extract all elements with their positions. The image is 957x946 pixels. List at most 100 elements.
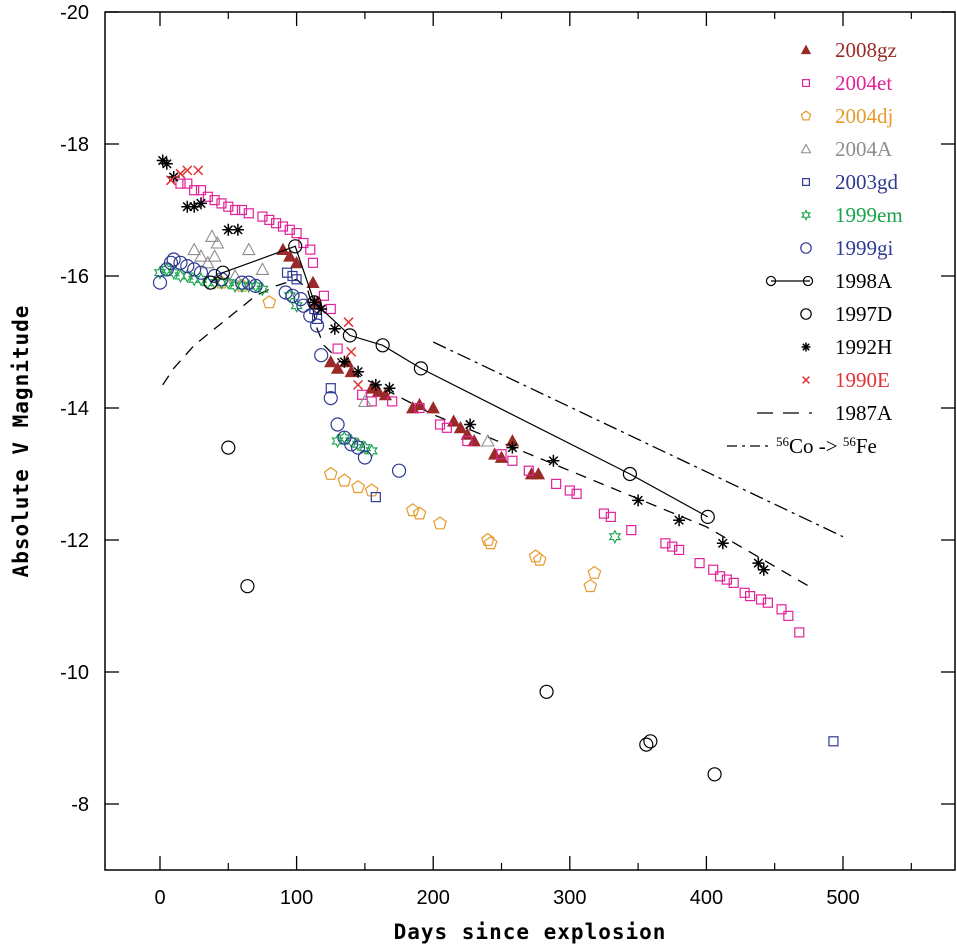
- legend-swatch: [802, 376, 810, 384]
- legend-label: 1999em: [835, 203, 903, 227]
- data-point: [315, 303, 328, 315]
- data-point: [338, 355, 351, 368]
- data-point: [193, 165, 204, 176]
- data-point: [175, 178, 186, 189]
- data-point: [494, 450, 509, 463]
- data-point: [547, 454, 560, 467]
- data-point: [284, 224, 295, 235]
- series-2004et: [175, 178, 805, 638]
- data-point: [187, 242, 202, 256]
- data-point: [375, 338, 390, 353]
- data-point: [298, 237, 309, 249]
- data-point: [318, 290, 330, 301]
- data-point: [216, 198, 227, 209]
- y-tick-label: -8: [71, 794, 89, 816]
- data-point: [414, 402, 425, 414]
- data-point: [303, 308, 318, 323]
- data-point: [328, 322, 341, 335]
- data-point: [342, 328, 357, 343]
- legend-swatch: [802, 79, 810, 87]
- data-point: [222, 223, 235, 236]
- data-point: [262, 295, 277, 309]
- data-point: [728, 577, 739, 589]
- y-tick-label: -20: [60, 2, 89, 24]
- data-point: [188, 200, 201, 213]
- legend-swatch: [801, 342, 811, 352]
- data-point: [332, 343, 343, 354]
- data-point: [480, 532, 495, 546]
- reference-line: [162, 278, 810, 587]
- legend-swatch-marker: [802, 275, 814, 287]
- data-point: [243, 208, 254, 219]
- legend-label: 1992H: [835, 335, 892, 359]
- data-point: [195, 197, 207, 210]
- data-point: [507, 455, 518, 466]
- data-point: [187, 262, 202, 277]
- series-1990E: [165, 165, 364, 390]
- data-point: [551, 478, 562, 489]
- data-point: [189, 185, 200, 196]
- data-point: [762, 597, 773, 608]
- data-point: [405, 503, 420, 517]
- data-point: [752, 557, 765, 570]
- series-1998A: [203, 239, 715, 525]
- data-point: [745, 590, 756, 602]
- reference-line: [432, 341, 844, 538]
- data-point: [182, 165, 193, 176]
- data-point: [165, 175, 176, 186]
- legend: 2008gz 2004et 2004dj 2004A 2003gd 1999em 1999g…: [727, 38, 903, 458]
- data-point: [673, 514, 686, 527]
- data-point: [195, 185, 207, 196]
- legend-label: 56Co -> 56Fe: [776, 434, 877, 458]
- legend-swatch: [800, 143, 812, 154]
- y-tick-label: -14: [60, 398, 89, 420]
- data-point: [783, 610, 794, 622]
- data-point: [306, 275, 320, 289]
- data-point: [622, 466, 638, 482]
- data-point: [598, 508, 610, 519]
- data-point: [180, 259, 195, 274]
- data-point: [293, 292, 308, 307]
- data-point: [357, 389, 368, 400]
- x-tick-label: 100: [280, 887, 313, 909]
- data-point: [209, 195, 220, 206]
- data-point: [221, 440, 236, 455]
- data-point: [632, 494, 645, 507]
- data-point: [194, 249, 208, 262]
- data-point: [643, 734, 658, 749]
- data-point: [344, 437, 359, 452]
- data-point: [223, 201, 234, 212]
- data-point: [353, 379, 364, 390]
- y-axis-title: Absolute V Magnitude: [9, 305, 33, 578]
- legend-label: 1990E: [835, 368, 890, 392]
- series-1999gi: [152, 252, 407, 478]
- data-point: [605, 511, 616, 523]
- data-point: [278, 285, 293, 300]
- legend-label: 1999gi: [835, 236, 894, 260]
- data-point: [325, 303, 336, 315]
- y-tick-label: -12: [60, 530, 89, 552]
- data-point: [230, 204, 241, 216]
- x-tick-label: 500: [826, 887, 859, 909]
- x-tick-label: 400: [690, 887, 723, 909]
- legend-swatch-marker: [765, 275, 777, 287]
- data-point: [153, 265, 167, 280]
- legend-swatch: [800, 308, 812, 320]
- data-point: [207, 249, 222, 262]
- data-point: [289, 255, 304, 269]
- data-point: [241, 275, 256, 290]
- data-point: [828, 736, 839, 747]
- data-point: [487, 447, 502, 460]
- data-point: [330, 361, 345, 374]
- data-point: [204, 229, 219, 242]
- legend-swatch: [802, 178, 810, 186]
- data-point: [160, 157, 173, 170]
- x-axis-title: Days since explosion: [394, 920, 667, 944]
- data-point: [337, 473, 352, 487]
- data-point: [305, 244, 316, 255]
- data-point: [383, 382, 396, 395]
- data-point: [660, 538, 671, 549]
- data-point: [248, 278, 263, 293]
- data-point: [277, 221, 289, 232]
